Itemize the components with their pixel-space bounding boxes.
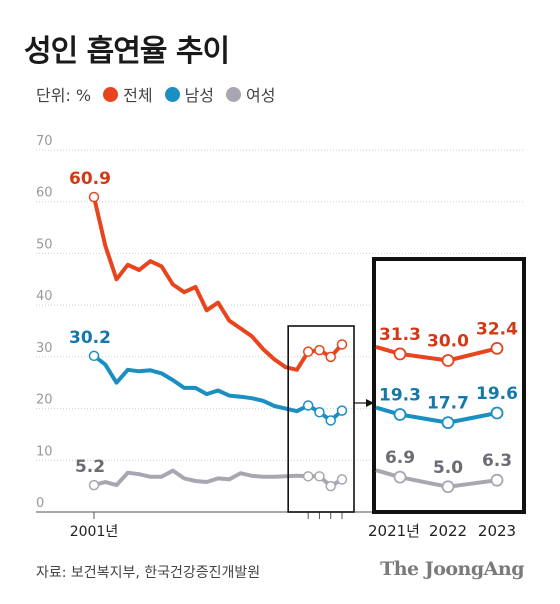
data-point: [302, 400, 314, 411]
series-line-2: [92, 468, 344, 489]
chart-title: 성인 흡연율 추이: [24, 34, 230, 69]
inset-x-tick-label: 2022: [429, 522, 467, 540]
legend-label-total: 전체: [123, 86, 153, 105]
data-point: [88, 191, 100, 203]
inset-data-label: 17.7: [427, 394, 469, 414]
legend: 단위: % 전체 남성 여성: [36, 82, 275, 106]
legend-item-total: 전체: [103, 82, 153, 106]
inset-data-point: [393, 347, 407, 361]
inset-data-point: [441, 416, 455, 430]
data-label: 5.2: [75, 457, 105, 477]
data-point: [336, 405, 348, 416]
inset-data-point: [490, 406, 504, 420]
inset-data-point: [441, 480, 455, 494]
inset-data-label: 19.6: [476, 384, 518, 404]
series-line-0: [92, 195, 344, 372]
data-point: [302, 471, 314, 482]
data-point: [325, 415, 336, 426]
legend-label-female: 여성: [246, 86, 276, 105]
y-tick-label: 30: [36, 341, 53, 356]
legend-item-female: 여성: [226, 82, 275, 106]
y-tick-label: 10: [36, 444, 53, 459]
y-tick-label: 70: [36, 134, 53, 149]
connector-arrow-icon: [366, 399, 374, 407]
data-label: 30.2: [69, 328, 111, 348]
inset-x-tick-label: 2021년: [368, 522, 420, 540]
series-line-1: [92, 353, 344, 423]
inset-data-label: 30.0: [427, 332, 469, 352]
y-tick-label: 20: [36, 393, 53, 408]
legend-swatch-female: [226, 86, 242, 102]
x-tick-label: 2001년: [70, 524, 119, 540]
legend-swatch-total: [103, 86, 119, 102]
data-point: [325, 480, 336, 492]
inset-data-label: 6.3: [482, 451, 512, 471]
data-point: [314, 406, 325, 418]
data-point: [88, 350, 100, 362]
data-point: [88, 479, 100, 491]
inset-data-label: 5.0: [433, 458, 463, 478]
data-point: [302, 346, 314, 357]
data-point: [336, 474, 348, 485]
inset-data-point: [393, 470, 407, 484]
y-tick-label: 60: [36, 186, 53, 201]
inset-data-label: 31.3: [379, 325, 421, 345]
data-label: 60.9: [69, 169, 111, 189]
brand-logo: The JoongAng: [380, 558, 524, 580]
inset-data-label: 32.4: [476, 319, 518, 339]
inset-frame: [372, 257, 526, 514]
y-tick-label: 50: [36, 237, 53, 252]
data-point: [336, 339, 348, 350]
inset-x-tick-label: 2023: [478, 522, 516, 540]
legend-label-male: 남성: [184, 86, 215, 105]
data-point: [325, 351, 336, 363]
inset-data-point: [490, 473, 504, 487]
highlight-box: [287, 325, 355, 513]
y-tick-label: 40: [36, 289, 53, 304]
inset-data-point: [393, 408, 407, 421]
data-point: [314, 471, 325, 482]
inset-data-point: [441, 354, 455, 367]
legend-swatch-male: [164, 86, 180, 102]
source-note: 자료: 보건복지부, 한국건강증진개발원: [36, 565, 261, 581]
data-point: [314, 344, 325, 356]
y-tick-label: 0: [36, 496, 44, 511]
inset-data-label: 6.9: [385, 448, 415, 468]
inset-data-point: [490, 341, 504, 355]
legend-unit: 단위: %: [36, 86, 92, 105]
legend-item-male: 남성: [164, 82, 215, 106]
inset-data-label: 19.3: [379, 386, 421, 406]
